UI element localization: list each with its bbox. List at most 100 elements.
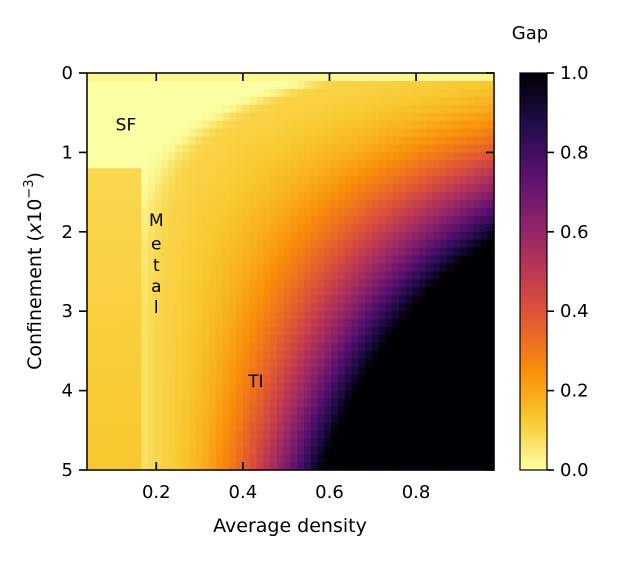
heatmap-cell	[317, 255, 326, 265]
heatmap-cell	[236, 462, 244, 471]
heatmap-cell	[87, 374, 95, 384]
heatmap-cell	[331, 327, 339, 336]
heatmap-cell	[127, 390, 136, 400]
heatmap-cell	[439, 342, 448, 352]
heatmap-cell	[283, 454, 292, 463]
heatmap-cell	[453, 303, 461, 312]
heatmap-cell	[317, 390, 326, 400]
heatmap-cell	[154, 215, 163, 225]
heatmap-cell	[134, 104, 142, 114]
heatmap-cell	[310, 144, 319, 153]
heatmap-cell	[473, 366, 482, 376]
heatmap-cell	[209, 406, 217, 416]
heatmap-cell	[134, 430, 142, 439]
heatmap-cell	[344, 303, 353, 312]
heatmap-cell	[405, 73, 414, 82]
heatmap-cell	[243, 311, 251, 320]
heatmap-cell	[480, 144, 488, 153]
heatmap-cell	[222, 144, 231, 153]
heatmap-cell	[317, 239, 326, 249]
heatmap-cell	[337, 112, 346, 122]
heatmap-cell	[243, 374, 251, 384]
heatmap-cell	[473, 406, 482, 416]
heatmap-cell	[93, 398, 102, 408]
heatmap-cell	[419, 200, 427, 209]
heatmap-cell	[263, 303, 271, 312]
heatmap-cell	[439, 335, 448, 344]
heatmap-cell	[399, 454, 407, 463]
heatmap-cell	[168, 366, 176, 376]
heatmap-cell	[419, 263, 427, 273]
heatmap-cell	[365, 382, 373, 392]
heatmap-cell	[93, 430, 102, 439]
heatmap-cell	[412, 382, 420, 392]
heatmap-cell	[127, 176, 136, 185]
heatmap-cell	[114, 215, 122, 225]
heatmap-cell	[351, 319, 359, 328]
heatmap-cell	[222, 73, 231, 82]
heatmap-cell	[175, 152, 183, 161]
heatmap-cell	[134, 366, 142, 376]
heatmap-cell	[371, 454, 380, 463]
heatmap-cell	[432, 295, 441, 304]
heatmap-cell	[215, 287, 224, 296]
heatmap-cell	[134, 319, 142, 328]
heatmap-cell	[127, 223, 136, 233]
heatmap-cell	[114, 327, 122, 336]
heatmap-cell	[392, 136, 400, 146]
heatmap-cell	[215, 168, 224, 177]
heatmap-cell	[134, 73, 142, 82]
heatmap-cell	[87, 366, 95, 376]
heatmap-cell	[93, 358, 102, 368]
heatmap-cell	[297, 438, 305, 447]
heatmap-cell	[87, 398, 95, 408]
heatmap-cell	[134, 160, 142, 169]
heatmap-cell	[358, 438, 366, 447]
heatmap-cell	[148, 184, 156, 193]
heatmap-cell	[466, 295, 475, 304]
heatmap-cell	[426, 152, 434, 161]
heatmap-cell	[161, 327, 169, 336]
heatmap-cell	[107, 128, 115, 138]
heatmap-cell	[120, 382, 129, 392]
heatmap-cell	[392, 200, 400, 209]
heatmap-cell	[419, 184, 427, 193]
heatmap-cell	[188, 144, 197, 153]
region-annotation: a	[151, 277, 161, 297]
heatmap-cell	[93, 104, 102, 114]
heatmap-cell	[466, 271, 475, 281]
heatmap-cell	[100, 311, 108, 320]
heatmap-cell	[324, 358, 332, 368]
heatmap-cell	[453, 366, 461, 376]
heatmap-cell	[276, 200, 285, 209]
heatmap-cell	[405, 231, 414, 241]
heatmap-cell	[175, 374, 183, 384]
heatmap-cell	[168, 271, 176, 281]
heatmap-cell	[87, 430, 95, 439]
heatmap-cell	[263, 200, 271, 209]
heatmap-cell	[148, 311, 156, 320]
heatmap-cell	[487, 430, 495, 439]
heatmap-cell	[460, 406, 468, 416]
heatmap-cell	[487, 382, 495, 392]
heatmap-cell	[466, 350, 475, 360]
heatmap-cell	[304, 73, 312, 82]
heatmap-cell	[480, 342, 488, 352]
heatmap-cell	[270, 184, 278, 193]
heatmap-cell	[161, 128, 169, 138]
heatmap-cell	[460, 80, 468, 90]
heatmap-cell	[222, 88, 231, 98]
heatmap-cell	[466, 96, 475, 106]
heatmap-cell	[446, 184, 454, 193]
heatmap-cell	[249, 88, 258, 98]
heatmap-cell	[365, 200, 373, 209]
heatmap-cell	[378, 319, 387, 328]
heatmap-cell	[141, 160, 149, 169]
heatmap-cell	[331, 358, 339, 368]
heatmap-cell	[446, 438, 454, 447]
heatmap-cell	[127, 207, 136, 217]
heatmap-cell	[331, 73, 339, 82]
heatmap-cell	[229, 120, 237, 130]
heatmap-cell	[304, 398, 312, 408]
heatmap-cell	[310, 311, 319, 320]
